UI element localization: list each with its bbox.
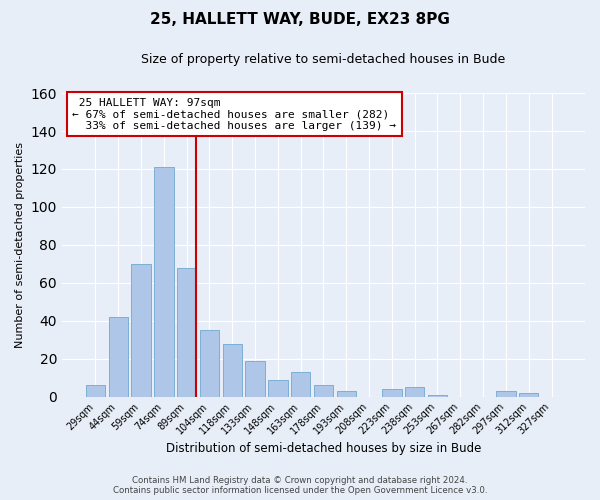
Bar [131, 264, 151, 396]
Bar [245, 360, 265, 396]
Bar [109, 317, 128, 396]
Bar [382, 389, 401, 396]
Bar [200, 330, 219, 396]
Text: 25 HALLETT WAY: 97sqm
← 67% of semi-detached houses are smaller (282)
  33% of s: 25 HALLETT WAY: 97sqm ← 67% of semi-deta… [73, 98, 397, 131]
Bar [268, 380, 287, 396]
Bar [405, 387, 424, 396]
Bar [496, 391, 515, 396]
Bar [86, 386, 105, 396]
Bar [154, 167, 173, 396]
Bar [428, 395, 447, 396]
X-axis label: Distribution of semi-detached houses by size in Bude: Distribution of semi-detached houses by … [166, 442, 481, 455]
Y-axis label: Number of semi-detached properties: Number of semi-detached properties [15, 142, 25, 348]
Bar [177, 268, 196, 396]
Bar [314, 386, 333, 396]
Bar [223, 344, 242, 396]
Bar [291, 372, 310, 396]
Bar [337, 391, 356, 396]
Text: 25, HALLETT WAY, BUDE, EX23 8PG: 25, HALLETT WAY, BUDE, EX23 8PG [150, 12, 450, 28]
Title: Size of property relative to semi-detached houses in Bude: Size of property relative to semi-detach… [142, 52, 506, 66]
Text: Contains HM Land Registry data © Crown copyright and database right 2024.
Contai: Contains HM Land Registry data © Crown c… [113, 476, 487, 495]
Bar [519, 393, 538, 396]
